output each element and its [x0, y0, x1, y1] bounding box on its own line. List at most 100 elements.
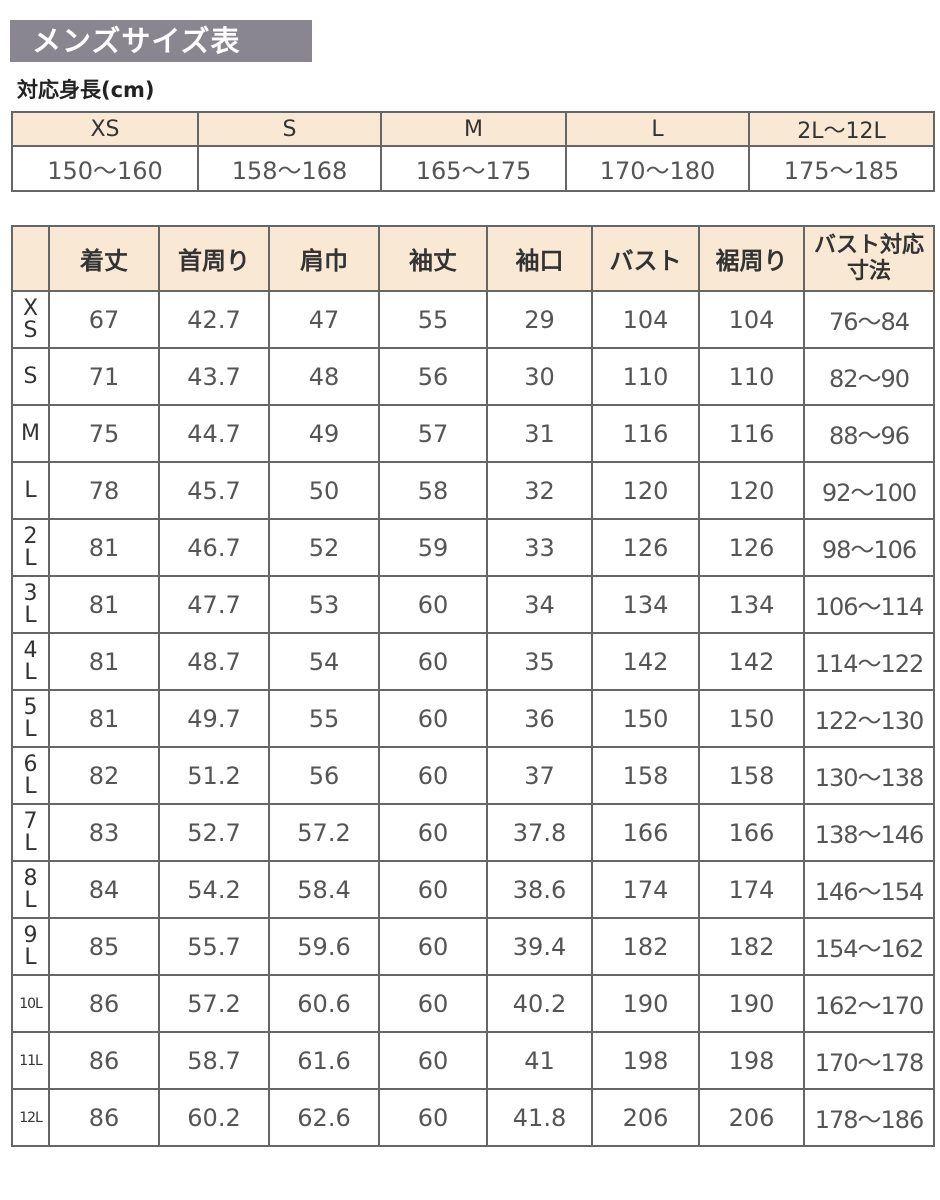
- table-cell: 206: [698, 1088, 805, 1147]
- column-header: 袖口: [486, 225, 593, 292]
- table-cell: 60: [378, 860, 488, 919]
- table-cell: 170〜178: [803, 1031, 935, 1090]
- size-label: XS: [11, 111, 199, 147]
- table-cell: 56: [268, 746, 380, 805]
- table-cell: 76〜84: [803, 290, 935, 349]
- height-range: 150〜160: [11, 145, 199, 192]
- table-cell: 82: [48, 746, 160, 805]
- table-cell: 174: [698, 860, 805, 919]
- column-header: バスト: [591, 225, 700, 292]
- table-cell: 59.6: [268, 917, 380, 976]
- table-cell: 130〜138: [803, 746, 935, 805]
- table-cell: 34: [486, 575, 593, 634]
- table-cell: 81: [48, 518, 160, 577]
- height-range: 175〜185: [748, 145, 935, 192]
- table-cell: 55.7: [158, 917, 270, 976]
- row-size-label: L: [11, 461, 50, 520]
- table-cell: 50: [268, 461, 380, 520]
- table-cell: 43.7: [158, 347, 270, 406]
- table-cell: 52.7: [158, 803, 270, 862]
- column-header: 裾周り: [698, 225, 805, 292]
- table-cell: 158: [591, 746, 700, 805]
- table-cell: 150: [591, 689, 700, 748]
- table-row: X S 67 42.7 47 55 29 104 104 76〜84: [11, 290, 935, 349]
- table-cell: 104: [698, 290, 805, 349]
- table-row: 9 L 85 55.7 59.6 60 39.4 182 182 154〜162: [11, 917, 935, 976]
- table-row: 4 L 81 48.7 54 60 35 142 142 114〜122: [11, 632, 935, 691]
- table-cell: 48.7: [158, 632, 270, 691]
- table-cell: 120: [591, 461, 700, 520]
- table-cell: 41: [486, 1031, 593, 1090]
- size-label-part: L: [24, 716, 37, 742]
- table-cell: 58.7: [158, 1031, 270, 1090]
- table-cell: 60: [378, 746, 488, 805]
- table-cell: 126: [591, 518, 700, 577]
- row-size-label: M: [11, 404, 50, 463]
- size-label-part: L: [24, 830, 37, 856]
- table-cell: 49.7: [158, 689, 270, 748]
- size-label-part: 5: [23, 694, 38, 720]
- size-label-part: L: [24, 602, 37, 628]
- table-cell: 104: [591, 290, 700, 349]
- size-label-part: 6: [23, 751, 38, 777]
- table-cell: 60: [378, 632, 488, 691]
- table-cell: 41.8: [486, 1088, 593, 1147]
- size-label-part: 9: [23, 922, 38, 948]
- table-cell: 67: [48, 290, 160, 349]
- size-label: S: [197, 111, 382, 147]
- table-cell: 40.2: [486, 974, 593, 1033]
- height-range: 170〜180: [565, 145, 750, 192]
- row-size-label: 11L: [11, 1031, 50, 1090]
- table-cell: 106〜114: [803, 575, 935, 634]
- table-cell: 82〜90: [803, 347, 935, 406]
- table-cell: 46.7: [158, 518, 270, 577]
- size-label-part: L: [24, 659, 37, 685]
- table-cell: 38.6: [486, 860, 593, 919]
- table-cell: 110: [591, 347, 700, 406]
- height-table-header: XS S M L 2L〜12L: [11, 111, 935, 147]
- table-cell: 81: [48, 575, 160, 634]
- table-cell: 190: [698, 974, 805, 1033]
- height-table-values: 150〜160 158〜168 165〜175 170〜180 175〜185: [11, 145, 935, 192]
- table-cell: 60: [378, 803, 488, 862]
- table-cell: 62.6: [268, 1088, 380, 1147]
- table-cell: 60: [378, 1031, 488, 1090]
- table-row: 3 L 81 47.7 53 60 34 134 134 106〜114: [11, 575, 935, 634]
- table-cell: 142: [698, 632, 805, 691]
- table-cell: 45.7: [158, 461, 270, 520]
- table-cell: 32: [486, 461, 593, 520]
- table-cell: 56: [378, 347, 488, 406]
- table-cell: 33: [486, 518, 593, 577]
- table-cell: 206: [591, 1088, 700, 1147]
- table-cell: 166: [698, 803, 805, 862]
- table-cell: 116: [698, 404, 805, 463]
- table-cell: 61.6: [268, 1031, 380, 1090]
- table-cell: 55: [378, 290, 488, 349]
- page-title: メンズサイズ表: [10, 20, 312, 62]
- table-row: 6 L 82 51.2 56 60 37 158 158 130〜138: [11, 746, 935, 805]
- size-label-part: X: [22, 295, 39, 321]
- table-cell: 71: [48, 347, 160, 406]
- table-cell: 146〜154: [803, 860, 935, 919]
- table-cell: 60: [378, 1088, 488, 1147]
- height-range: 158〜168: [197, 145, 382, 192]
- row-size-label: S: [11, 347, 50, 406]
- table-cell: 54: [268, 632, 380, 691]
- table-row: 11L 86 58.7 61.6 60 41 198 198 170〜178: [11, 1031, 935, 1090]
- table-cell: 47.7: [158, 575, 270, 634]
- table-cell: 51.2: [158, 746, 270, 805]
- size-label-part: 4: [23, 637, 38, 663]
- size-label-part: L: [24, 944, 37, 970]
- table-row: 12L 86 60.2 62.6 60 41.8 206 206 178〜186: [11, 1088, 935, 1147]
- column-header: バスト対応寸法: [803, 225, 935, 292]
- table-cell: 142: [591, 632, 700, 691]
- table-cell: 154〜162: [803, 917, 935, 976]
- height-range: 165〜175: [380, 145, 567, 192]
- table-cell: 37: [486, 746, 593, 805]
- table-cell: 114〜122: [803, 632, 935, 691]
- table-cell: 57.2: [268, 803, 380, 862]
- table-cell: 86: [48, 974, 160, 1033]
